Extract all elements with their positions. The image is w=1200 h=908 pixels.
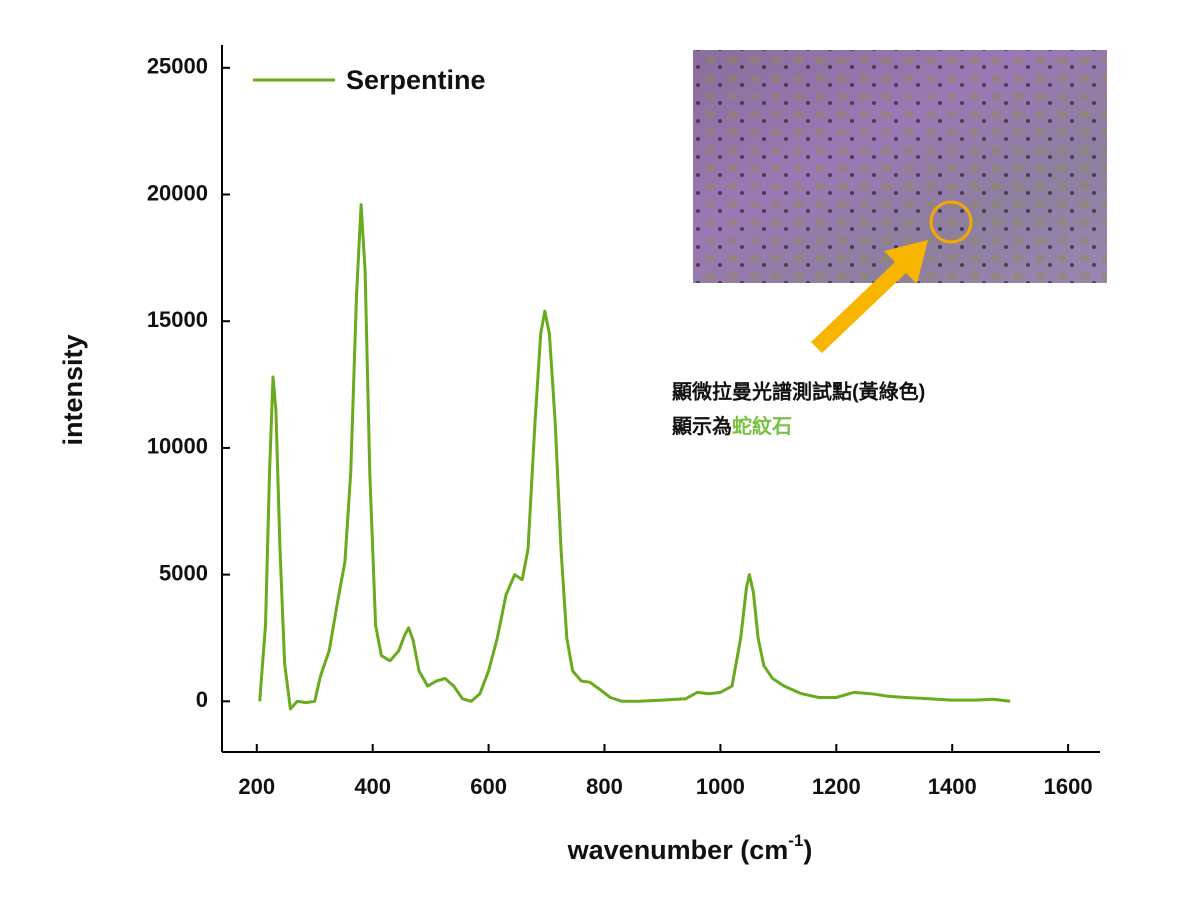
x-axis-label-text: wavenumber (cm bbox=[567, 835, 789, 865]
annotation-line2: 顯示為蛇紋石 bbox=[672, 414, 792, 438]
x-axis-label-tail: ) bbox=[803, 835, 812, 865]
y-tick-label: 25000 bbox=[147, 54, 208, 79]
y-axis-label: intensity bbox=[58, 334, 88, 445]
y-tick-label: 5000 bbox=[159, 560, 208, 585]
x-tick-label: 1000 bbox=[696, 774, 745, 799]
annotation-highlight: 蛇紋石 bbox=[732, 414, 792, 438]
y-tick-label: 15000 bbox=[147, 307, 208, 332]
inset-photo bbox=[693, 50, 1107, 353]
arrow bbox=[811, 240, 928, 353]
y-tick-label: 10000 bbox=[147, 434, 208, 459]
x-tick-label: 1200 bbox=[812, 774, 861, 799]
x-tick-label: 1400 bbox=[928, 774, 977, 799]
x-tick-label: 400 bbox=[354, 774, 391, 799]
x-tick-label: 800 bbox=[586, 774, 623, 799]
y-tick-label: 0 bbox=[196, 687, 208, 712]
annotation-prefix: 顯示為 bbox=[672, 414, 732, 438]
x-tick-label: 200 bbox=[238, 774, 275, 799]
x-axis-label: wavenumber (cm-1) bbox=[567, 831, 813, 865]
x-axis-label-sup: -1 bbox=[788, 831, 803, 850]
x-tick-label: 1600 bbox=[1044, 774, 1093, 799]
x-tick-label: 600 bbox=[470, 774, 507, 799]
data-line bbox=[258, 203, 1011, 711]
photo-texture bbox=[693, 50, 1107, 283]
annotation-line1: 顯微拉曼光譜測試點(黃綠色) bbox=[672, 379, 925, 403]
y-tick-label: 20000 bbox=[147, 180, 208, 205]
legend-label: Serpentine bbox=[346, 65, 486, 95]
target-circle bbox=[929, 200, 973, 244]
